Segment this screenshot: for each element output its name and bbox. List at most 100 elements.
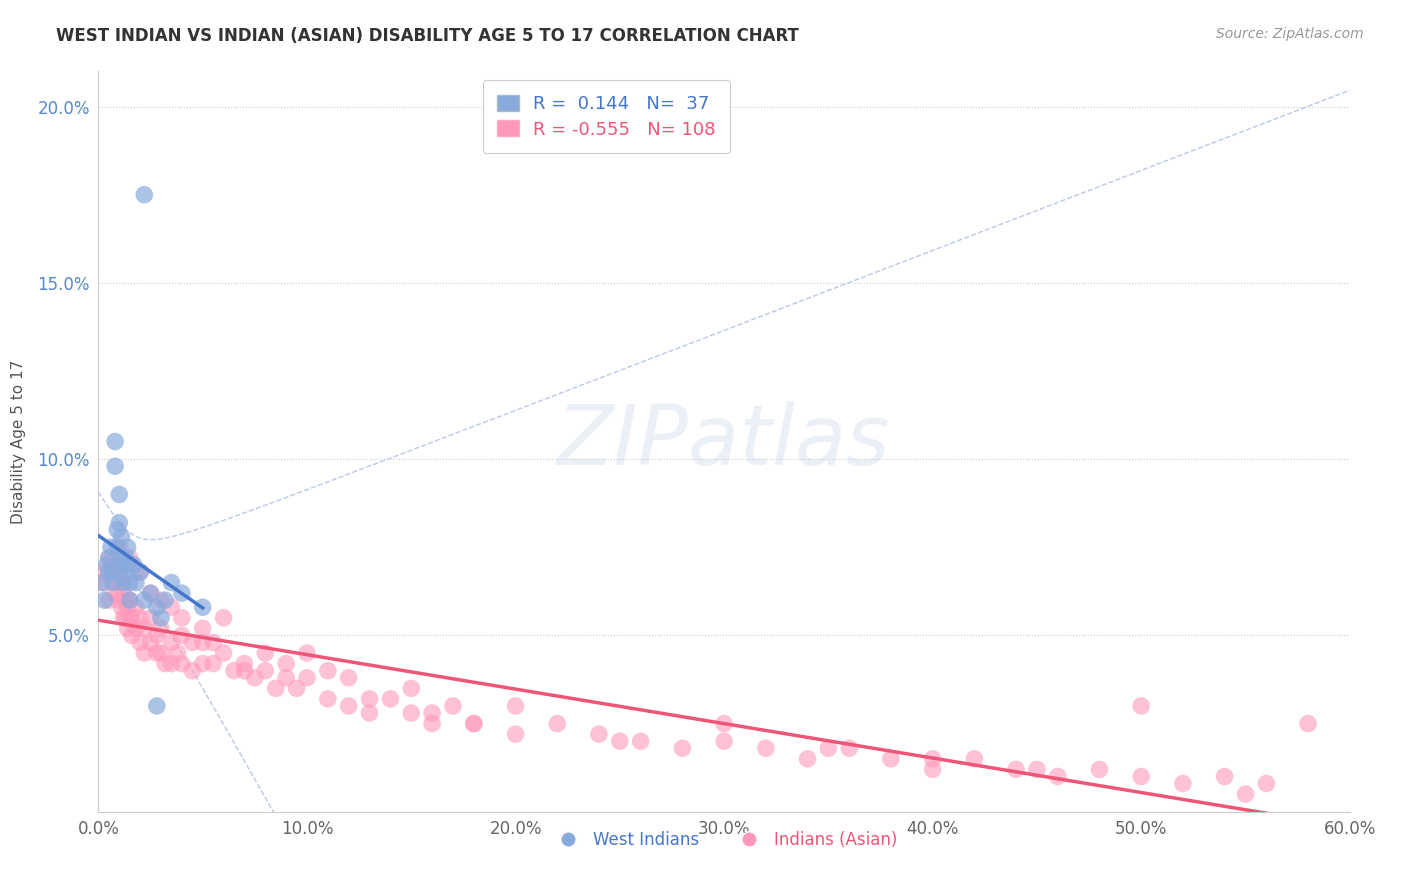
Point	[254, 664, 277, 678]
Point	[104, 434, 127, 449]
Point	[108, 516, 131, 530]
Point	[316, 664, 339, 678]
Point	[838, 741, 860, 756]
Point	[150, 646, 173, 660]
Point	[108, 565, 131, 579]
Point	[1130, 769, 1153, 783]
Point	[96, 558, 118, 572]
Point	[160, 600, 183, 615]
Point	[1256, 776, 1278, 790]
Point	[170, 611, 193, 625]
Point	[359, 692, 381, 706]
Point	[401, 706, 423, 720]
Point	[117, 558, 139, 572]
Point	[105, 541, 128, 555]
Legend: West Indians, Indians (Asian): West Indians, Indians (Asian)	[544, 824, 904, 855]
Point	[274, 671, 298, 685]
Point	[112, 611, 135, 625]
Point	[463, 716, 485, 731]
Point	[105, 523, 128, 537]
Point	[108, 593, 131, 607]
Point	[630, 734, 652, 748]
Point	[160, 635, 183, 649]
Point	[254, 646, 277, 660]
Point	[274, 657, 298, 671]
Point	[170, 586, 193, 600]
Point	[118, 575, 141, 590]
Point	[125, 575, 148, 590]
Point	[118, 611, 141, 625]
Point	[796, 752, 818, 766]
Point	[97, 550, 120, 565]
Point	[93, 565, 115, 579]
Point	[233, 664, 256, 678]
Point	[121, 611, 143, 625]
Point	[118, 593, 141, 607]
Point	[191, 635, 214, 649]
Point	[125, 600, 148, 615]
Point	[110, 575, 132, 590]
Point	[441, 698, 464, 713]
Point	[104, 586, 127, 600]
Point	[1130, 698, 1153, 713]
Point	[202, 635, 225, 649]
Point	[222, 664, 245, 678]
Point	[134, 593, 156, 607]
Point	[117, 600, 139, 615]
Y-axis label: Disability Age 5 to 17: Disability Age 5 to 17	[11, 359, 27, 524]
Point	[191, 621, 214, 635]
Point	[337, 671, 360, 685]
Point	[202, 657, 225, 671]
Point	[755, 741, 778, 756]
Point	[150, 593, 173, 607]
Point	[160, 657, 183, 671]
Point	[420, 716, 443, 731]
Point	[1046, 769, 1069, 783]
Point	[110, 550, 132, 565]
Point	[139, 586, 162, 600]
Point	[91, 575, 114, 590]
Point	[153, 657, 176, 671]
Point	[817, 741, 839, 756]
Point	[316, 692, 339, 706]
Point	[181, 664, 204, 678]
Text: ZIPatlas: ZIPatlas	[557, 401, 891, 482]
Point	[212, 646, 235, 660]
Point	[713, 734, 735, 748]
Point	[110, 600, 132, 615]
Point	[191, 657, 214, 671]
Point	[295, 646, 318, 660]
Point	[117, 541, 139, 555]
Point	[359, 706, 381, 720]
Point	[1171, 776, 1194, 790]
Point	[129, 635, 152, 649]
Point	[117, 621, 139, 635]
Point	[122, 558, 145, 572]
Point	[150, 611, 173, 625]
Point	[97, 593, 120, 607]
Point	[129, 565, 152, 579]
Point	[146, 698, 169, 713]
Point	[114, 611, 136, 625]
Point	[609, 734, 631, 748]
Point	[713, 716, 735, 731]
Point	[463, 716, 485, 731]
Point	[114, 565, 136, 579]
Point	[963, 752, 986, 766]
Point	[420, 706, 443, 720]
Point	[121, 628, 143, 642]
Point	[134, 621, 156, 635]
Point	[101, 558, 124, 572]
Point	[1296, 716, 1319, 731]
Point	[170, 628, 193, 642]
Point	[100, 541, 122, 555]
Point	[112, 586, 135, 600]
Point	[1026, 763, 1049, 777]
Point	[380, 692, 402, 706]
Text: WEST INDIAN VS INDIAN (ASIAN) DISABILITY AGE 5 TO 17 CORRELATION CHART: WEST INDIAN VS INDIAN (ASIAN) DISABILITY…	[56, 27, 799, 45]
Point	[104, 459, 127, 474]
Point	[134, 646, 156, 660]
Point	[105, 558, 128, 572]
Point	[170, 657, 193, 671]
Point	[101, 565, 124, 579]
